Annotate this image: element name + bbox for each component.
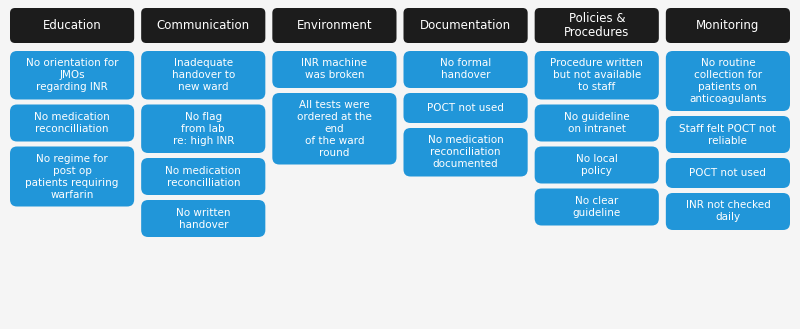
- Text: No routine
collection for
patients on
anticoagulants: No routine collection for patients on an…: [689, 58, 766, 104]
- Text: No guideline
on intranet: No guideline on intranet: [564, 112, 630, 134]
- FancyBboxPatch shape: [534, 8, 659, 43]
- FancyBboxPatch shape: [141, 158, 266, 195]
- FancyBboxPatch shape: [10, 8, 134, 43]
- Text: Communication: Communication: [157, 19, 250, 32]
- Text: No clear
guideline: No clear guideline: [573, 196, 621, 218]
- FancyBboxPatch shape: [666, 158, 790, 188]
- FancyBboxPatch shape: [272, 93, 397, 164]
- Text: Documentation: Documentation: [420, 19, 511, 32]
- FancyBboxPatch shape: [403, 51, 528, 88]
- Text: No medication
reconciliation
documented: No medication reconciliation documented: [428, 135, 503, 169]
- Text: No medication
reconcilliation: No medication reconcilliation: [34, 112, 110, 134]
- Text: Education: Education: [42, 19, 102, 32]
- Text: Environment: Environment: [297, 19, 372, 32]
- FancyBboxPatch shape: [666, 8, 790, 43]
- Text: Policies &
Procedures: Policies & Procedures: [564, 12, 630, 39]
- Text: Inadequate
handover to
new ward: Inadequate handover to new ward: [172, 58, 235, 92]
- Text: No local
policy: No local policy: [576, 154, 618, 176]
- FancyBboxPatch shape: [534, 51, 659, 99]
- FancyBboxPatch shape: [141, 51, 266, 99]
- FancyBboxPatch shape: [10, 146, 134, 207]
- Text: POCT not used: POCT not used: [427, 103, 504, 113]
- Text: POCT not used: POCT not used: [690, 168, 766, 178]
- FancyBboxPatch shape: [141, 105, 266, 153]
- FancyBboxPatch shape: [666, 193, 790, 230]
- FancyBboxPatch shape: [666, 116, 790, 153]
- FancyBboxPatch shape: [141, 8, 266, 43]
- Text: INR not checked
daily: INR not checked daily: [686, 200, 770, 222]
- Text: No written
handover: No written handover: [176, 208, 230, 230]
- Text: Monitoring: Monitoring: [696, 19, 760, 32]
- FancyBboxPatch shape: [403, 93, 528, 123]
- FancyBboxPatch shape: [534, 105, 659, 141]
- FancyBboxPatch shape: [272, 51, 397, 88]
- FancyBboxPatch shape: [666, 51, 790, 111]
- FancyBboxPatch shape: [403, 8, 528, 43]
- Text: Staff felt POCT not
reliable: Staff felt POCT not reliable: [679, 123, 776, 145]
- Text: No formal
handover: No formal handover: [440, 59, 491, 81]
- FancyBboxPatch shape: [10, 51, 134, 99]
- FancyBboxPatch shape: [10, 105, 134, 141]
- Text: Procedure written
but not available
to staff: Procedure written but not available to s…: [550, 58, 643, 92]
- FancyBboxPatch shape: [534, 189, 659, 225]
- Text: No regime for
post op
patients requiring
warfarin: No regime for post op patients requiring…: [26, 154, 118, 199]
- Text: INR machine
was broken: INR machine was broken: [302, 59, 367, 81]
- Text: No medication
reconcilliation: No medication reconcilliation: [166, 165, 241, 188]
- FancyBboxPatch shape: [141, 200, 266, 237]
- Text: No flag
from lab
re: high INR: No flag from lab re: high INR: [173, 112, 234, 146]
- Text: No orientation for
JMOs
regarding INR: No orientation for JMOs regarding INR: [26, 58, 118, 92]
- FancyBboxPatch shape: [534, 146, 659, 184]
- FancyBboxPatch shape: [403, 128, 528, 176]
- Text: All tests were
ordered at the
end
of the ward
round: All tests were ordered at the end of the…: [297, 100, 372, 158]
- FancyBboxPatch shape: [272, 8, 397, 43]
